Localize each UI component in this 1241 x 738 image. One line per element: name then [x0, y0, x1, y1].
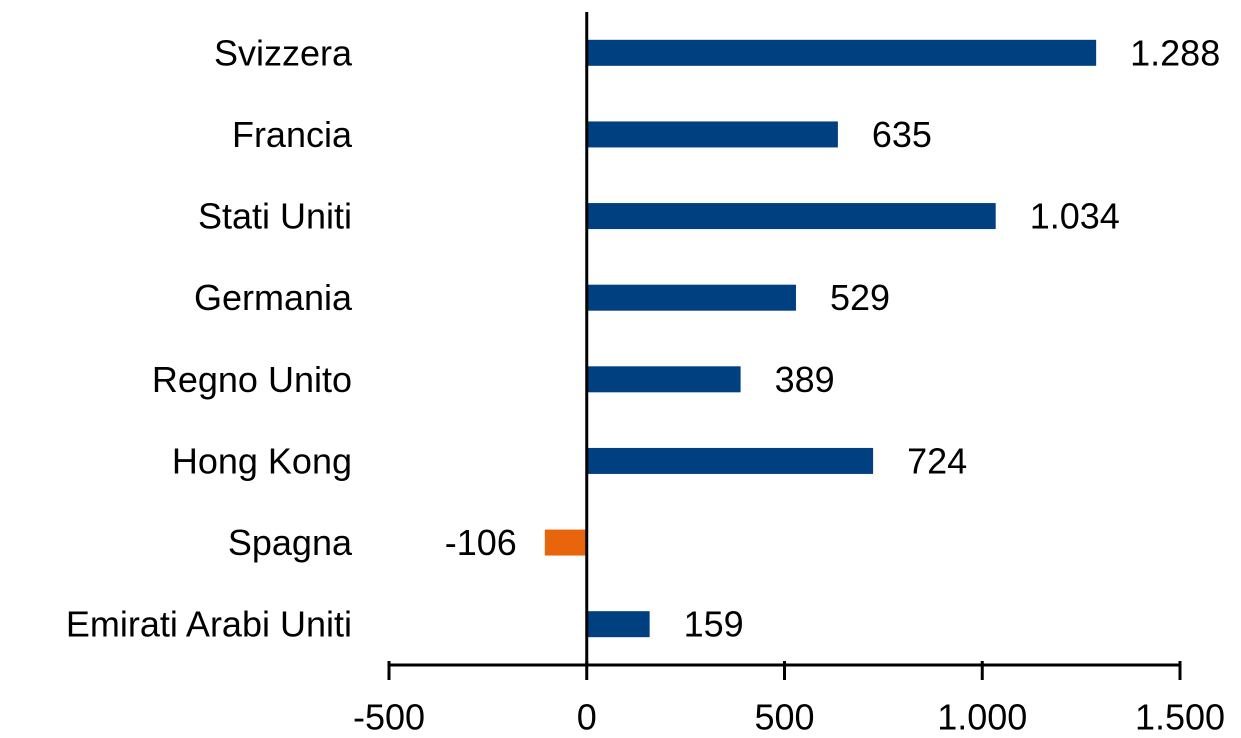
y-tick-label: Germania: [194, 277, 353, 318]
x-tick-label: 1.000: [937, 697, 1027, 738]
y-tick-label: Stati Uniti: [198, 196, 352, 237]
y-tick-label: Regno Unito: [152, 359, 352, 400]
value-label: 1.034: [1030, 196, 1120, 237]
value-label: 724: [907, 440, 967, 481]
value-label: 529: [830, 277, 890, 318]
y-tick-label: Spagna: [228, 522, 353, 563]
x-tick-label: 500: [754, 697, 814, 738]
value-label: 635: [872, 114, 932, 155]
bar: [586, 203, 996, 230]
bar: [586, 366, 741, 393]
value-label: -106: [445, 522, 517, 563]
bar: [586, 39, 1097, 66]
y-tick-label: Francia: [232, 114, 353, 155]
x-tick-label: 0: [577, 697, 597, 738]
value-label: 159: [684, 604, 744, 645]
x-tick-label: 1.500: [1135, 697, 1225, 738]
y-tick-label: Hong Kong: [172, 440, 352, 481]
value-label: 389: [775, 359, 835, 400]
y-tick-label: Svizzera: [214, 32, 353, 73]
bar: [544, 529, 587, 556]
bar: [586, 447, 874, 474]
x-tick-label: -500: [353, 697, 425, 738]
bar: [586, 611, 650, 638]
value-label: 1.288: [1130, 32, 1220, 73]
bar: [586, 284, 796, 311]
bar: [586, 121, 838, 148]
y-tick-label: Emirati Arabi Uniti: [66, 604, 352, 645]
